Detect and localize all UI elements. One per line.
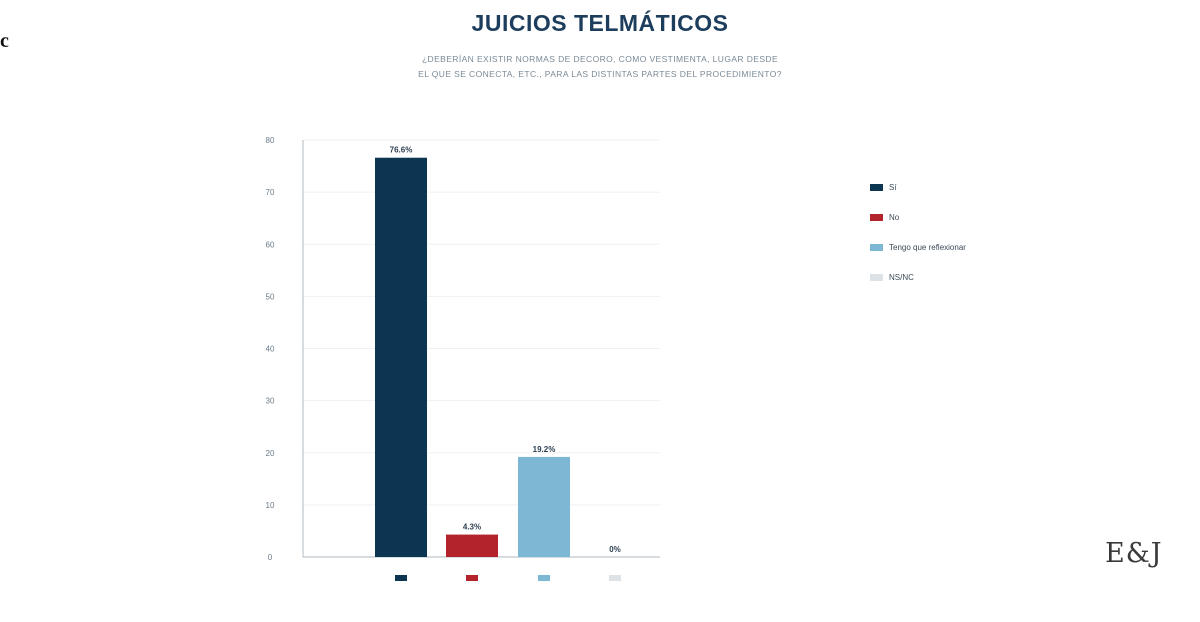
legend-item-si: Sí	[870, 172, 966, 202]
category-marker	[466, 575, 478, 581]
legend-swatch-nsnc	[870, 273, 883, 281]
category-marker	[538, 575, 550, 581]
chart-title: JUICIOS TELMÁTICOS	[471, 10, 729, 36]
y-tick-label: 70	[266, 188, 275, 197]
bar	[375, 157, 427, 557]
data-label: 0%	[609, 545, 621, 554]
bar	[446, 534, 498, 557]
chart-subtitle: ¿DEBERÍAN EXISTIR NORMAS DE DECORO, COMO…	[0, 52, 1200, 82]
subtitle-line-2: EL QUE SE CONECTA, ETC., PARA LAS DISTIN…	[418, 69, 782, 79]
legend-swatch-si	[870, 183, 883, 191]
subtitle-line-1: ¿DEBERÍAN EXISTIR NORMAS DE DECORO, COMO…	[421, 54, 779, 64]
legend-swatch-reflexionar	[870, 243, 883, 251]
y-tick-label: 50	[266, 292, 275, 301]
legend-swatch-no	[870, 213, 883, 221]
legend-item-no: No	[870, 202, 966, 232]
category-marker	[395, 575, 407, 581]
y-tick-label: 10	[266, 501, 275, 510]
corner-mark: c	[0, 30, 9, 52]
brand-logo: E&J	[1105, 538, 1163, 569]
legend-item-reflexionar: Tengo que reflexionar	[870, 232, 966, 262]
data-label: 4.3%	[463, 523, 481, 532]
legend-label-nsnc: NS/NC	[889, 272, 914, 282]
y-tick-label: 80	[266, 136, 275, 145]
y-tick-label: 30	[266, 397, 275, 406]
legend: Sí No Tengo que reflexionar NS/NC	[870, 172, 966, 292]
data-label: 19.2%	[533, 445, 556, 454]
data-label: 76.6%	[390, 146, 413, 155]
y-tick-label: 0	[268, 553, 273, 562]
legend-item-nsnc: NS/NC	[870, 262, 966, 292]
bar	[518, 456, 570, 557]
legend-label-no: No	[889, 212, 900, 222]
legend-label-si: Sí	[889, 182, 897, 192]
y-tick-label: 40	[266, 345, 275, 354]
legend-label-reflexionar: Tengo que reflexionar	[889, 242, 966, 252]
category-marker	[609, 575, 621, 581]
y-tick-label: 60	[266, 240, 275, 249]
y-tick-label: 20	[266, 449, 275, 458]
